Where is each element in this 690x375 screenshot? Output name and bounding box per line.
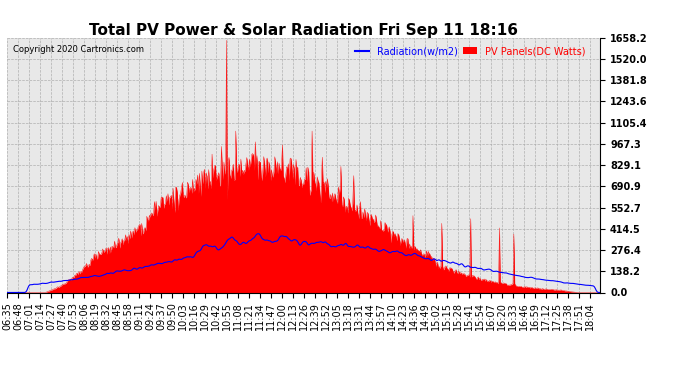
Title: Total PV Power & Solar Radiation Fri Sep 11 18:16: Total PV Power & Solar Radiation Fri Sep… [89, 22, 518, 38]
Legend: Radiation(w/m2), PV Panels(DC Watts): Radiation(w/m2), PV Panels(DC Watts) [351, 42, 589, 60]
Text: Copyright 2020 Cartronics.com: Copyright 2020 Cartronics.com [13, 45, 144, 54]
